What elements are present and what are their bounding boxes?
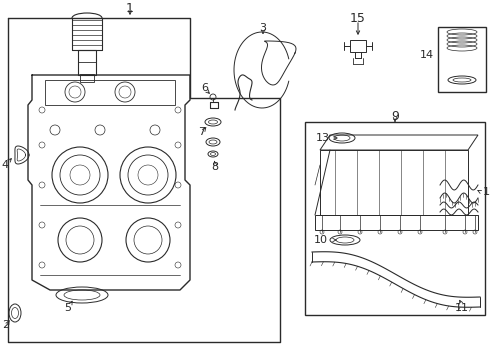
Text: 13: 13 bbox=[316, 133, 330, 143]
Bar bbox=[438, 27, 486, 92]
Bar bbox=[315, 215, 478, 230]
Text: 11: 11 bbox=[455, 303, 469, 313]
Bar bbox=[350, 40, 366, 52]
Text: 15: 15 bbox=[350, 12, 366, 24]
Bar bbox=[80, 74, 94, 82]
Bar bbox=[78, 50, 96, 75]
Text: 3: 3 bbox=[260, 23, 267, 33]
Text: 2: 2 bbox=[2, 320, 10, 330]
Text: 8: 8 bbox=[212, 162, 219, 172]
Text: 7: 7 bbox=[198, 127, 206, 137]
Text: 12: 12 bbox=[483, 187, 490, 197]
Text: 9: 9 bbox=[391, 109, 399, 122]
Text: 10: 10 bbox=[314, 235, 328, 245]
Text: 14: 14 bbox=[420, 50, 434, 60]
Text: 1: 1 bbox=[126, 1, 134, 14]
Text: 6: 6 bbox=[201, 83, 209, 93]
Text: 4: 4 bbox=[1, 160, 8, 170]
Bar bbox=[45, 80, 175, 105]
Bar bbox=[305, 122, 485, 315]
Text: 5: 5 bbox=[65, 303, 72, 313]
